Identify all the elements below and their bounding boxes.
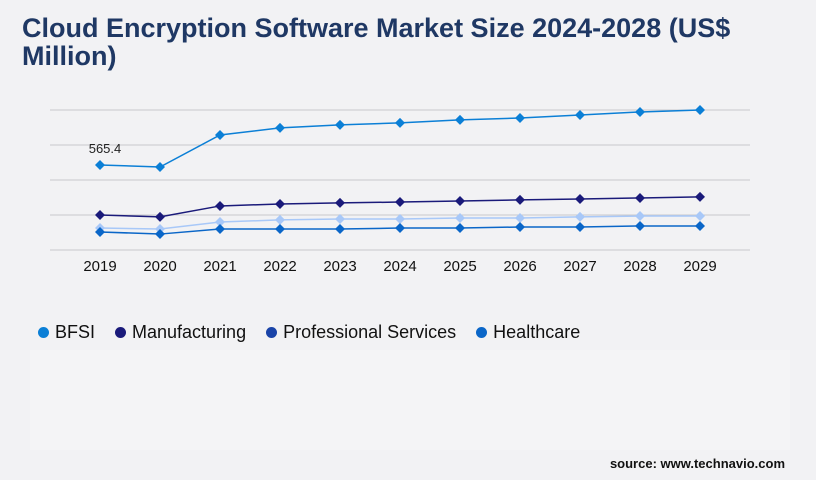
data-point <box>455 223 465 234</box>
data-point <box>215 217 225 228</box>
data-point <box>215 200 225 211</box>
legend-item-healthcare[interactable]: Healthcare <box>476 322 580 343</box>
data-point <box>155 223 165 234</box>
data-point <box>695 211 705 222</box>
data-point <box>575 221 585 232</box>
data-point <box>575 211 585 222</box>
data-point <box>635 220 645 231</box>
source-text: source: www.technavio.com <box>609 456 785 471</box>
legend-item-manufacturing[interactable]: Manufacturing <box>115 322 246 343</box>
x-tick-label: 2023 <box>323 258 356 275</box>
data-point <box>515 221 525 232</box>
legend-marker-icon <box>266 327 278 338</box>
data-point <box>275 214 285 225</box>
data-point <box>95 209 105 220</box>
legend-marker-icon <box>38 327 49 338</box>
data-point <box>335 119 345 130</box>
data-point <box>275 198 285 209</box>
legend-marker-icon <box>115 327 127 338</box>
data-point <box>575 109 585 120</box>
data-point <box>155 211 165 222</box>
legend-label: Manufacturing <box>132 322 247 342</box>
data-point <box>155 229 165 240</box>
data-point <box>275 223 285 234</box>
x-tick-label: 2029 <box>683 258 716 275</box>
x-tick-label: 2025 <box>443 258 476 275</box>
legend-item-professional-services[interactable]: Professional Services <box>266 322 456 343</box>
data-point <box>395 214 405 225</box>
legend-label: BFSI <box>55 322 96 342</box>
x-tick-label: 2021 <box>203 258 236 275</box>
legend-label: Professional Services <box>283 322 457 342</box>
data-point <box>155 161 165 172</box>
data-point <box>455 114 465 125</box>
data-point <box>515 212 525 223</box>
data-point <box>215 223 225 234</box>
data-point <box>695 220 705 231</box>
legend-marker-icon <box>476 327 488 338</box>
data-point <box>635 211 645 222</box>
x-tick-label: 2024 <box>383 258 416 275</box>
data-point <box>395 197 405 208</box>
legend: BFSI Manufacturing Professional Services… <box>38 322 580 343</box>
x-tick-label: 2027 <box>563 258 596 275</box>
x-tick-label: 2028 <box>623 258 656 275</box>
legend-label: Healthcare <box>493 322 581 342</box>
data-point <box>515 194 525 205</box>
data-point <box>395 117 405 128</box>
background-panel <box>30 350 790 450</box>
data-point <box>95 159 105 170</box>
x-tick-label: 2022 <box>263 258 296 275</box>
data-point <box>515 112 525 123</box>
data-point <box>335 197 345 208</box>
chart-title: Cloud Encryption Software Market Size 20… <box>22 13 731 71</box>
x-tick-label: 2026 <box>503 258 536 275</box>
legend-item-bfsi[interactable]: BFSI <box>38 322 95 343</box>
data-point <box>695 191 705 202</box>
data-point <box>215 129 225 140</box>
data-point <box>575 194 585 205</box>
data-point <box>395 223 405 234</box>
data-point <box>335 214 345 225</box>
data-point <box>455 195 465 206</box>
data-point <box>275 122 285 133</box>
x-tick-label: 2020 <box>143 258 176 275</box>
data-point <box>95 226 105 237</box>
data-point <box>695 105 705 115</box>
data-point <box>635 192 645 203</box>
data-point <box>635 106 645 117</box>
data-label: 565.4 <box>89 141 122 156</box>
x-tick-label: 2019 <box>83 258 116 275</box>
data-point <box>335 223 345 234</box>
line-chart: 2019 2020 2021 2022 2023 2024 2025 2026 2027 2028… <box>50 105 750 275</box>
data-point <box>455 212 465 223</box>
